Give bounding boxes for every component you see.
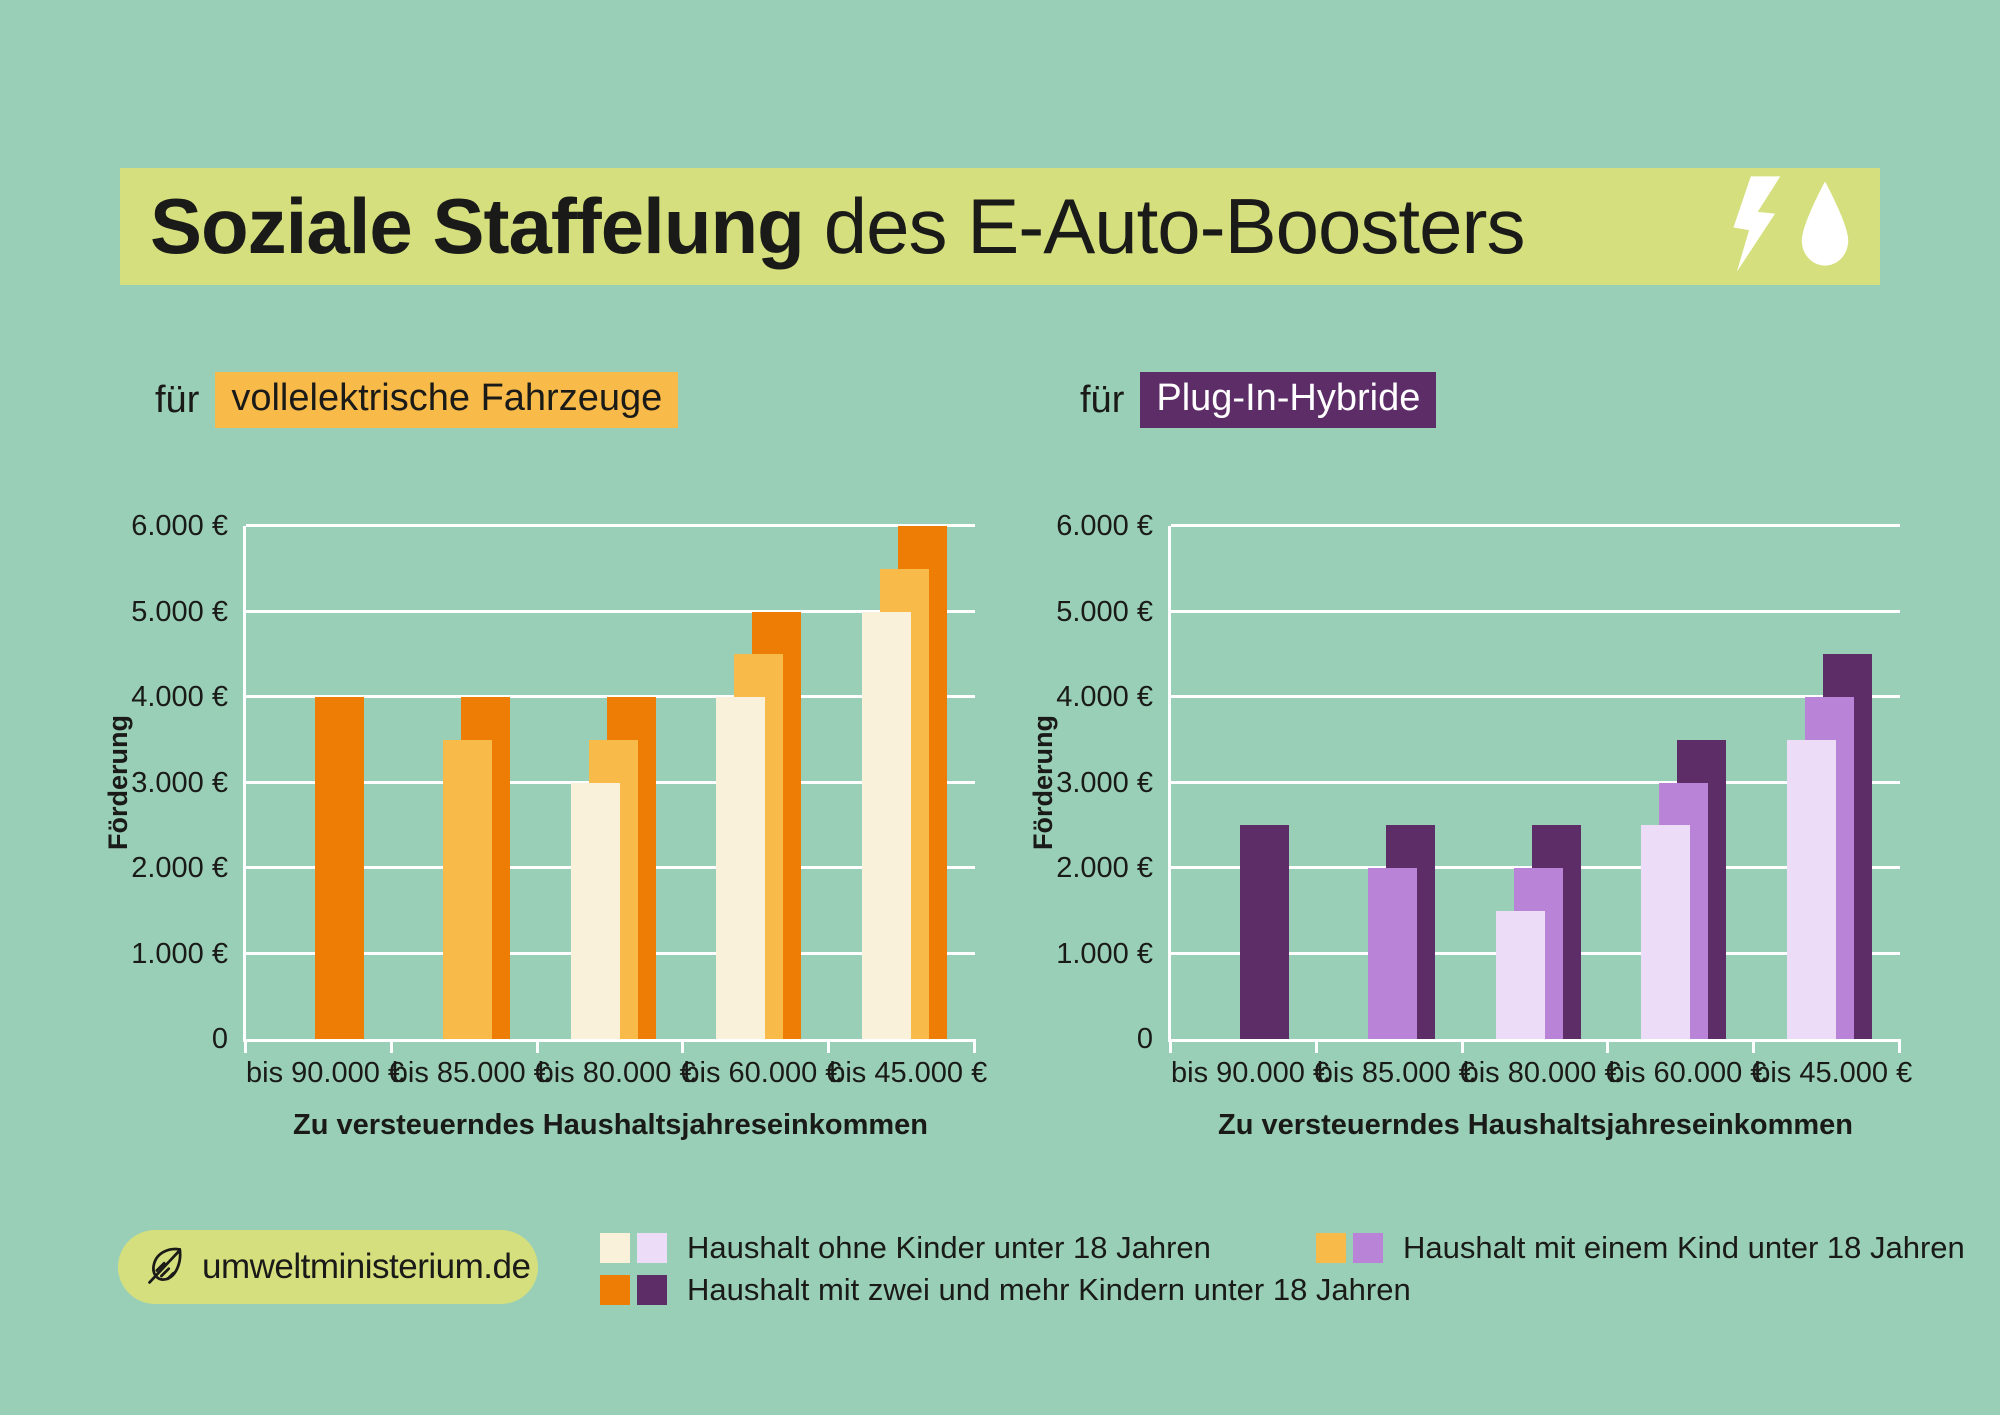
legend-swatch-light-purple [637, 1233, 667, 1263]
y-axis-tick-label: 6.000 € [131, 510, 228, 542]
page-title-bold: Soziale Staffelung [150, 182, 805, 270]
legend-item-zwei-und-mehr-kinder: Haushalt mit zwei und mehr Kindern unter… [600, 1272, 1411, 1308]
bar [862, 611, 912, 1039]
x-axis-tick [1169, 1039, 1172, 1053]
x-axis-category-label: bis 60.000 € [1608, 1057, 1767, 1089]
y-axis-tick-label: 0 [1136, 1023, 1153, 1055]
subtitle-prefix: für [1080, 378, 1125, 421]
y-axis-tick-label: 2.000 € [1056, 852, 1153, 885]
y-axis-tick-label: 4.000 € [131, 681, 228, 714]
bar [1495, 910, 1545, 1039]
legend-swatch-yellow [1316, 1233, 1346, 1263]
x-axis-tick [973, 1039, 976, 1053]
legend-swatch-medium-purple [1353, 1233, 1383, 1263]
x-axis-category-label: bis 60.000 € [683, 1057, 842, 1089]
y-axis-tick-label: 3.000 € [131, 766, 228, 799]
x-axis-title: Zu versteuerndes Haushaltsjahreseinkomme… [292, 1109, 928, 1141]
y-axis-tick-label: 5.000 € [1056, 595, 1153, 628]
title-icons [1730, 176, 1854, 277]
chart-subtitle: für Plug-In-Hybride [1080, 372, 1437, 428]
subtitle-highlight: vollelektrische Fahrzeuge [215, 372, 679, 428]
y-axis-tick-label: 1.000 € [1056, 937, 1153, 970]
source-site-label: umweltministerium.de [202, 1247, 531, 1286]
page-title-regular: des E-Auto-Boosters [823, 182, 1526, 270]
gridline [246, 609, 975, 613]
x-axis-category-label: bis 90.000 € [1171, 1057, 1330, 1089]
chart-vollelektrische-fahrzeuge: für vollelektrische Fahrzeuge Förderung … [100, 370, 1000, 1160]
x-axis-tick [1460, 1039, 1464, 1053]
bar-group [1171, 526, 1317, 1039]
y-axis-tick-label: 0 [211, 1023, 228, 1055]
plot-area: Förderung Zu versteuerndes Haushaltsjahr… [103, 510, 987, 1141]
x-axis-category-label: bis 45.000 € [1754, 1057, 1913, 1089]
subtitle-prefix: für [155, 378, 200, 421]
bar-group [683, 526, 829, 1039]
bar-group [829, 526, 975, 1039]
legend-item-ein-kind: Haushalt mit einem Kind unter 18 Jahren [1316, 1230, 1965, 1266]
gridline [1171, 780, 1900, 784]
bar [570, 782, 620, 1039]
gridline [1171, 695, 1900, 698]
bar [1787, 739, 1837, 1039]
x-axis-tick [1314, 1039, 1318, 1053]
y-axis-title: Förderung [103, 715, 133, 850]
y-axis-tick-label: 5.000 € [131, 595, 228, 628]
bar [1240, 825, 1289, 1039]
source-pill: umweltministerium.de [118, 1230, 538, 1304]
legend-swatch-cream [600, 1233, 630, 1263]
legend-label: Haushalt mit zwei und mehr Kindern unter… [687, 1272, 1411, 1307]
bar-group [392, 526, 538, 1039]
x-axis-tick [681, 1039, 685, 1053]
x-axis-category-label: bis 80.000 € [1462, 1057, 1621, 1089]
x-axis-category-label: bis 90.000 € [246, 1057, 405, 1089]
y-axis-tick-label: 2.000 € [131, 852, 228, 885]
bar [1641, 825, 1691, 1039]
lightning-icon [1730, 176, 1782, 277]
x-axis-category-label: bis 85.000 € [391, 1057, 550, 1089]
bar [315, 697, 364, 1039]
x-axis-category-label: bis 85.000 € [1316, 1057, 1475, 1089]
drop-icon [1796, 178, 1854, 275]
x-axis-tick [1752, 1039, 1756, 1053]
gridline [246, 524, 975, 527]
subtitle-highlight: Plug-In-Hybride [1140, 372, 1437, 428]
y-axis-tick-label: 3.000 € [1056, 766, 1153, 799]
x-axis-tick [827, 1039, 831, 1053]
chart-plug-in-hybride: für Plug-In-Hybride Förderung Zu versteu… [1025, 370, 1925, 1160]
leaf-icon [144, 1243, 188, 1292]
x-axis-tick [1898, 1039, 1901, 1053]
chart-subtitle: für vollelektrische Fahrzeuge [155, 372, 679, 428]
plot-area: Förderung Zu versteuerndes Haushaltsjahr… [1028, 510, 1912, 1141]
legend-label: Haushalt ohne Kinder unter 18 Jahren [687, 1230, 1211, 1265]
x-axis-category-label: bis 45.000 € [829, 1057, 988, 1089]
legend-label: Haushalt mit einem Kind unter 18 Jahren [1403, 1230, 1965, 1265]
x-axis-category-label: bis 80.000 € [537, 1057, 696, 1089]
x-axis-tick [389, 1039, 393, 1053]
x-axis-tick [244, 1039, 247, 1053]
bar-group [538, 526, 684, 1039]
y-axis-tick-label: 1.000 € [131, 937, 228, 970]
bar [1367, 868, 1417, 1039]
bar [442, 739, 492, 1039]
y-axis-title: Förderung [1028, 715, 1058, 850]
legend-item-ohne-kinder: Haushalt ohne Kinder unter 18 Jahren [600, 1230, 1211, 1266]
bar-group [1608, 526, 1754, 1039]
legend-swatch-dark-purple [637, 1275, 667, 1305]
bar-group [1754, 526, 1900, 1039]
x-axis-tick [535, 1039, 539, 1053]
y-axis-tick-label: 4.000 € [1056, 681, 1153, 714]
gridline [1171, 524, 1900, 527]
legend-swatch-orange [600, 1275, 630, 1305]
gridline [246, 695, 975, 698]
x-axis-tick [1606, 1039, 1610, 1053]
bar [716, 697, 766, 1039]
bar-group [1463, 526, 1609, 1039]
bar-group [246, 526, 392, 1039]
gridline [1171, 609, 1900, 613]
title-banner: Soziale Staffelung des E-Auto-Boosters [120, 168, 1880, 285]
y-axis-tick-label: 6.000 € [1056, 510, 1153, 542]
bar-group [1317, 526, 1463, 1039]
x-axis-title: Zu versteuerndes Haushaltsjahreseinkomme… [1217, 1109, 1853, 1141]
